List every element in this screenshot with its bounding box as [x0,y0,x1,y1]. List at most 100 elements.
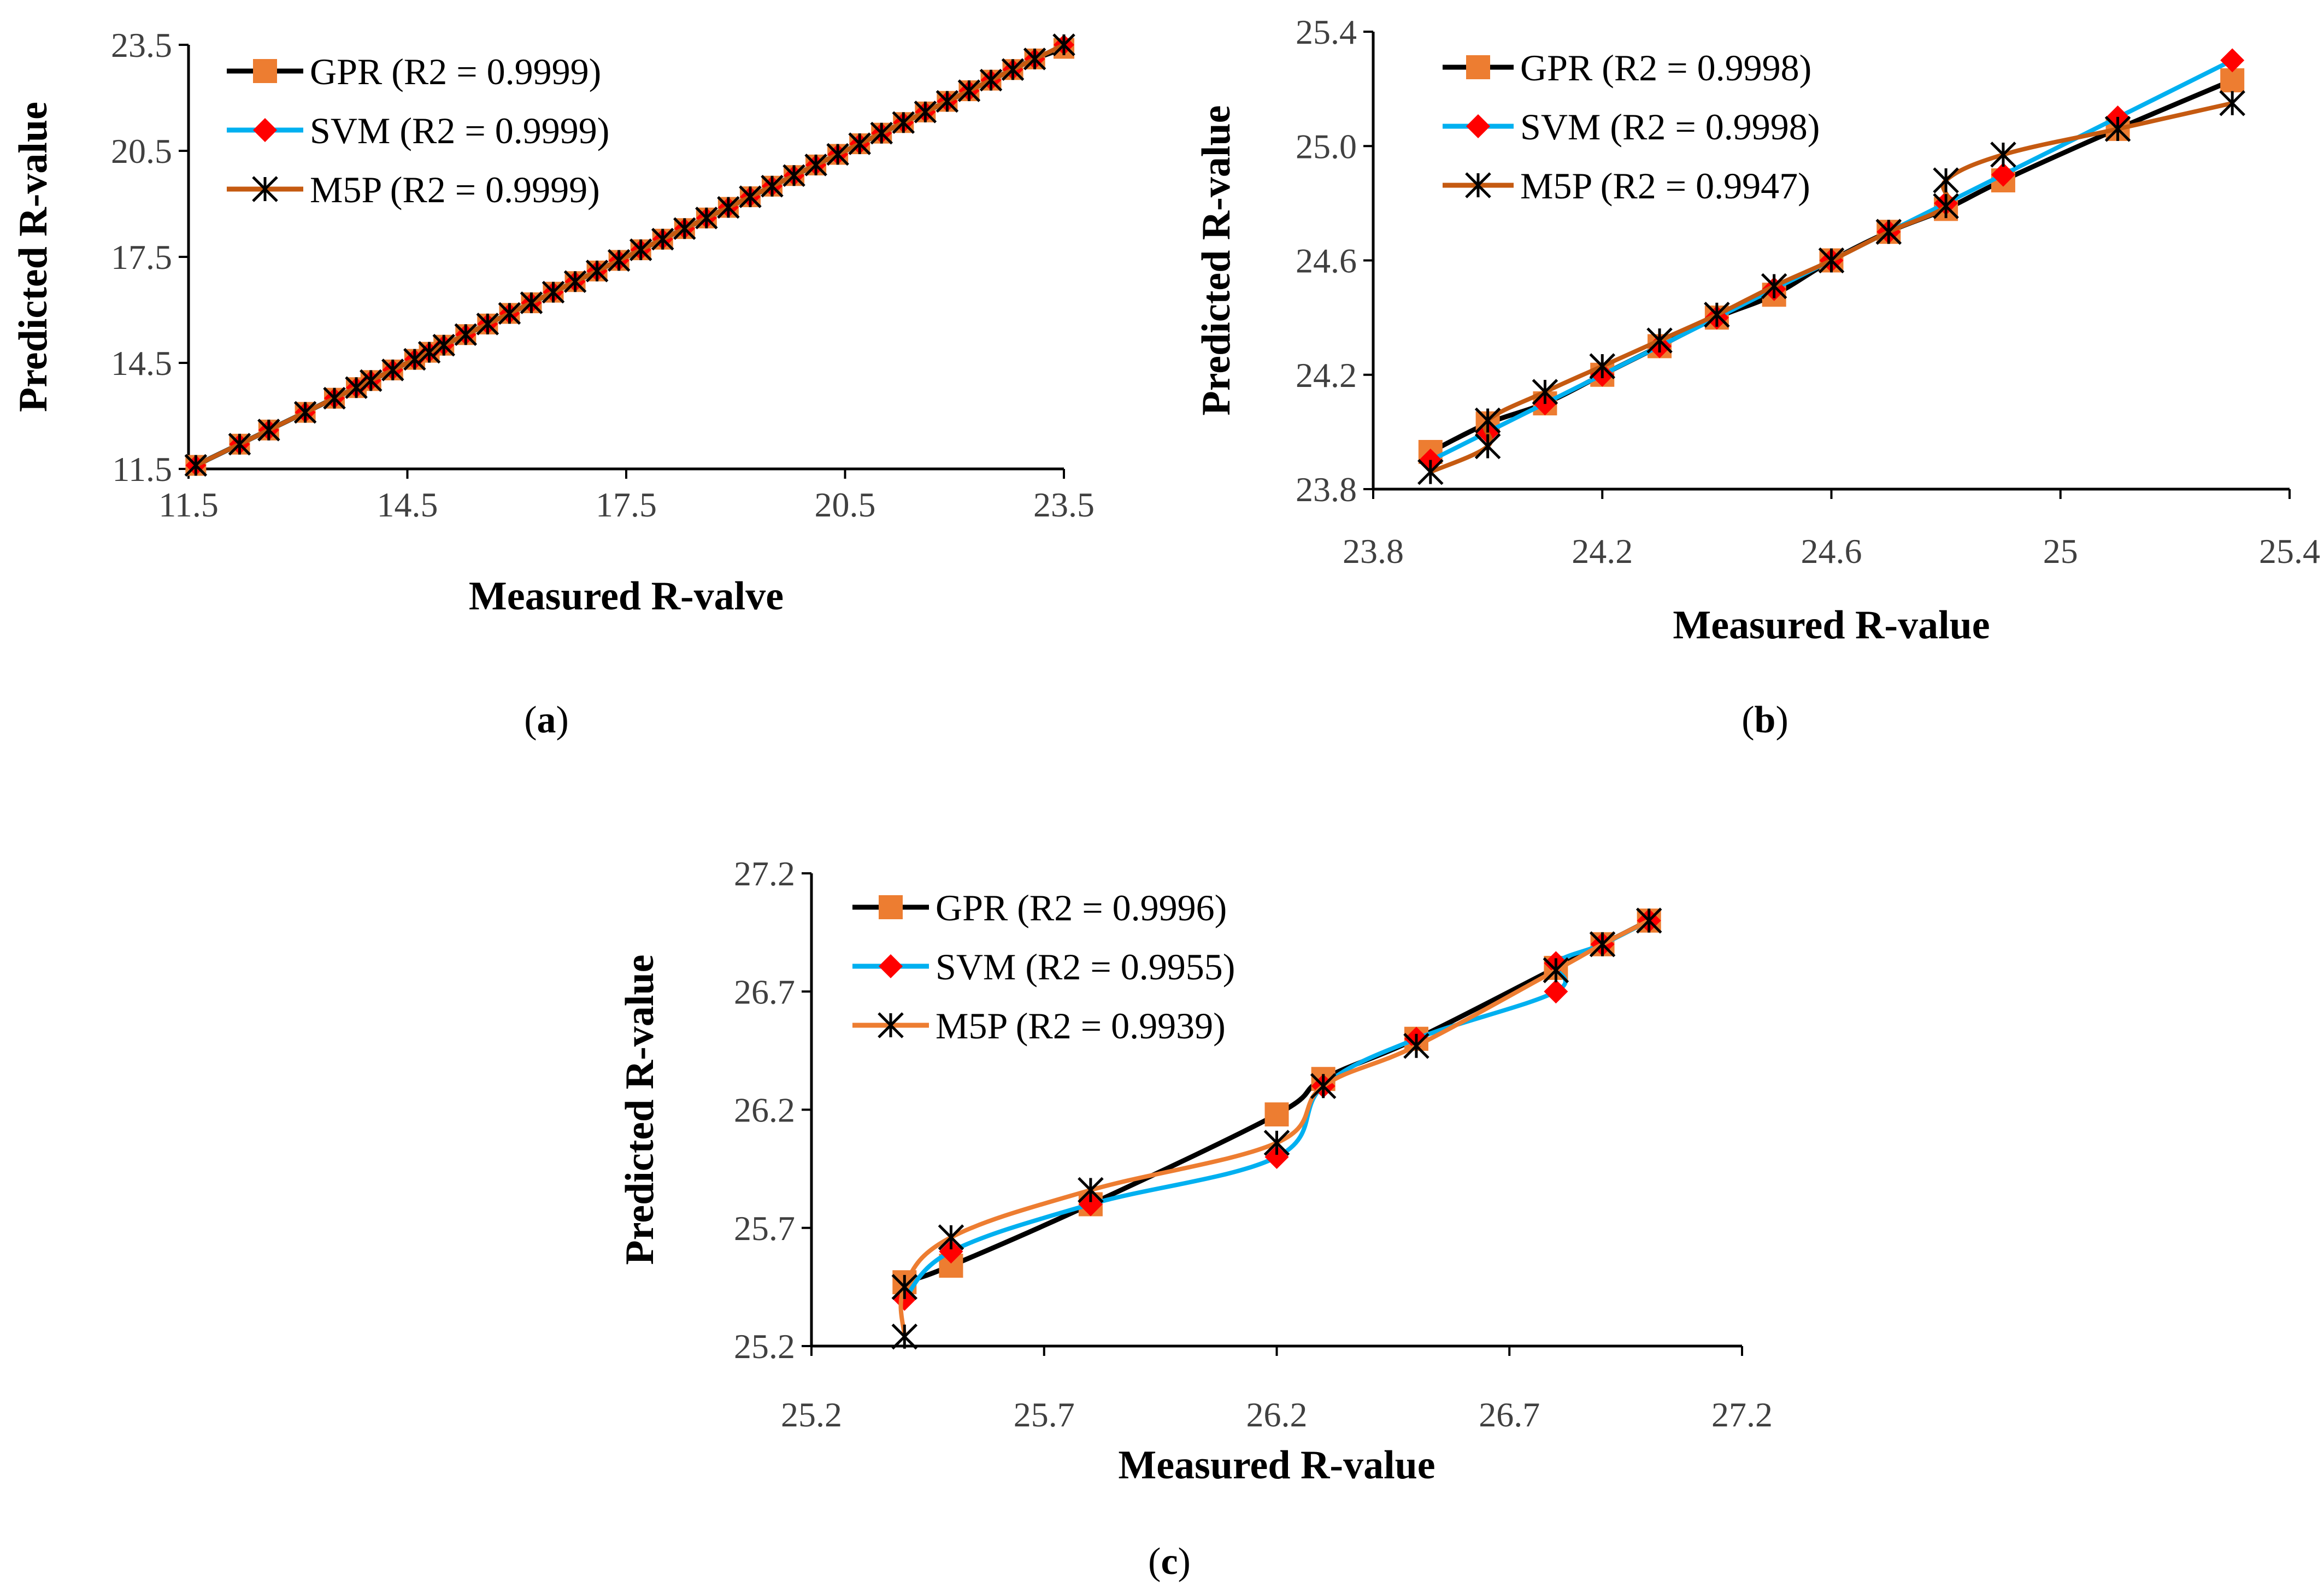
data-point-m5p [673,217,696,240]
y-tick-label: 26.7 [734,972,795,1011]
data-point-m5p [403,348,426,371]
data-point-m5p [454,323,478,346]
data-point-m5p [381,359,404,381]
series-m5p [1417,90,2245,485]
legend: GPR (R2 = 0.9998) SVM (R2 = 0.9998) M5P (R… [1443,47,1820,207]
data-point-m5p [585,260,609,283]
legend-label: M5P (R2 = 0.9947) [1520,165,1810,207]
data-point-m5p [1078,1177,1104,1203]
x-tick-label: 20.5 [815,485,876,524]
data-point-m5p [1589,931,1616,957]
panel-label: (b) [1741,699,1788,741]
data-point-m5p [1310,1073,1337,1100]
x-tick-label: 11.5 [158,485,219,524]
data-point-m5p [563,270,587,293]
legend-label: SVM (R2 = 0.9999) [310,110,609,151]
data-point-m5p [498,302,521,325]
x-tick-label: 17.5 [596,485,657,524]
data-point-m5p [228,432,251,456]
data-point-svm [1544,979,1568,1004]
data-point-m5p [782,164,805,187]
data-point-m5p [804,154,827,177]
data-point-m5p [1474,407,1501,434]
data-point-m5p [1417,459,1444,485]
legend-entry-m5p: M5P (R2 = 0.9939) [852,1005,1226,1047]
legend-swatch-marker [879,954,903,978]
y-tick-label: 20.5 [111,132,172,171]
chart-panel-a: 11.5 14.5 17.5 20.5 23.5 11.5 14.5 17.5 20.5 23.5… [11,26,1095,741]
data-point-svm [2220,48,2245,73]
legend-entry-svm: SVM (R2 = 0.9998) [1443,106,1820,148]
legend-swatch-marker [1466,114,1490,138]
legend-label: GPR (R2 = 0.9998) [1520,47,1811,89]
x-tick-label: 25.2 [781,1395,842,1434]
data-point-m5p [345,376,368,400]
data-point-m5p [1933,193,1959,219]
y-tick-label: 23.5 [111,26,172,64]
data-point-m5p [359,369,383,392]
chart-panel-b: 23.8 24.2 24.6 25 25.4 23.8 24.2 24.6 25.0 25.4 Me… [1194,13,2320,741]
legend-swatch-marker [879,895,903,919]
y-tick-label: 25.0 [1296,127,1357,166]
data-point-m5p [957,79,981,102]
legend-label: SVM (R2 = 0.9998) [1520,106,1820,148]
data-point-m5p [1589,353,1616,379]
data-point-m5p [826,143,849,166]
y-tick-label: 25.7 [734,1209,795,1248]
data-point-m5p [1704,302,1730,328]
data-point-m5p [739,185,762,208]
legend-label: GPR (R2 = 0.9999) [310,51,601,92]
series-m5p [184,33,1075,477]
data-point-m5p [979,68,1003,92]
legend-label: GPR (R2 = 0.9996) [936,887,1227,929]
data-point-m5p [607,249,631,272]
x-tick-label: 23.5 [1033,485,1095,524]
data-point-m5p [1532,379,1558,405]
legend-label: M5P (R2 = 0.9939) [936,1005,1226,1047]
data-point-m5p [1001,58,1025,81]
data-point-m5p [870,121,893,145]
data-point-m5p [257,419,280,442]
data-point-m5p [891,1274,918,1300]
y-axis-title: Predicted R-value [617,955,662,1265]
data-point-m5p [914,101,937,124]
x-tick-label: 26.2 [1246,1395,1308,1434]
data-point-m5p [1052,33,1075,56]
x-tick-label: 25.7 [1014,1395,1075,1434]
data-point-m5p [1818,247,1845,274]
data-point-m5p [891,1323,918,1350]
panel-label: (c) [1148,1541,1191,1583]
x-tick-label: 26.7 [1479,1395,1540,1434]
data-point-m5p [293,401,317,424]
x-tick-label: 27.2 [1711,1395,1773,1434]
legend-entry-gpr: GPR (R2 = 0.9996) [852,887,1227,929]
x-tick-label: 25 [2043,532,2078,571]
legend-swatch-marker [252,176,278,202]
legend-swatch-marker [1466,55,1490,79]
y-tick-label: 14.5 [111,344,172,383]
x-tick-label: 25.4 [2259,532,2320,571]
data-point-m5p [761,174,784,198]
y-tick-label: 11.5 [112,450,172,489]
data-point-m5p [1761,273,1787,299]
y-tick-label: 24.2 [1296,356,1357,395]
legend-entry-svm: SVM (R2 = 0.9999) [227,110,609,151]
y-tick-label: 17.5 [111,238,172,277]
data-point-m5p [476,313,499,336]
x-axis-title: Measured R-value [1673,603,1990,648]
data-point-m5p [1933,167,1959,193]
data-point-m5p [1543,957,1569,984]
data-point-m5p [2104,116,2131,142]
legend-entry-gpr: GPR (R2 = 0.9999) [227,51,601,92]
data-point-m5p [651,227,674,251]
x-tick-label: 23.8 [1343,532,1404,571]
y-tick-label: 27.2 [734,854,795,893]
series-m5p [891,907,1662,1350]
data-point-m5p [695,207,718,230]
legend-label: SVM (R2 = 0.9955) [936,946,1235,988]
y-tick-label: 24.6 [1296,242,1357,280]
legend-entry-svm: SVM (R2 = 0.9955) [852,946,1235,988]
x-axis-title: Measured R-valve [469,574,784,619]
legend-swatch-marker [253,59,277,83]
legend-entry-m5p: M5P (R2 = 0.9999) [227,169,600,210]
